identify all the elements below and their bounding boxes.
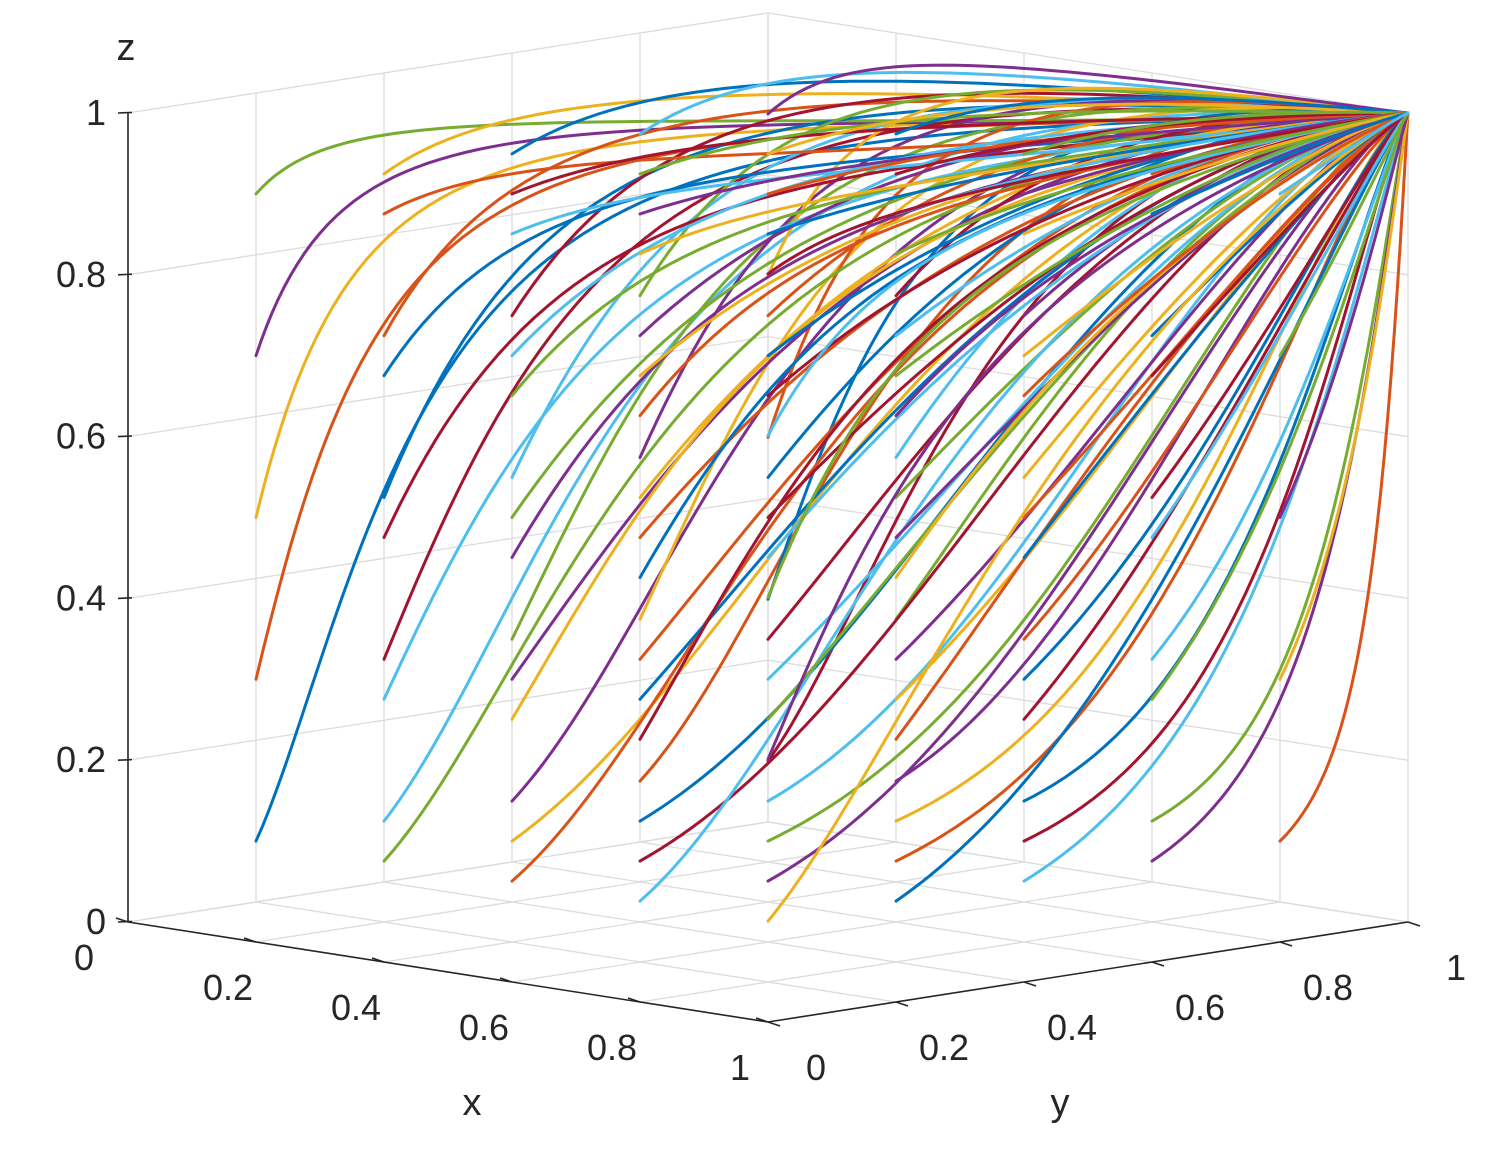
floor-grid-line <box>383 861 1025 963</box>
x-axis-label: x <box>463 1082 482 1124</box>
floor-grid-line <box>511 881 1153 983</box>
y-tick-mark <box>895 1001 909 1007</box>
z-tick-mark <box>117 111 133 114</box>
axes-layer <box>115 111 1421 1027</box>
y-tick-label: 1 <box>1446 947 1466 988</box>
floor-grid-line <box>639 841 1281 943</box>
z-tick-label: 0 <box>86 901 106 942</box>
x-tick-label: 0.2 <box>203 967 253 1008</box>
y-axis-label: y <box>1051 1082 1070 1124</box>
floor-grid-line <box>639 901 1281 1003</box>
z-tick-mark <box>117 435 133 438</box>
z-tick-mark <box>117 273 133 276</box>
floor-grid-line <box>255 901 897 1003</box>
x-tick-label: 1 <box>730 1047 750 1088</box>
trajectories-layer <box>254 63 1410 923</box>
z-tick-label: 1 <box>86 92 106 133</box>
x-tick-label: 0.6 <box>459 1007 509 1048</box>
x-tick-label: 0.4 <box>331 987 381 1028</box>
wall-grid-line <box>767 659 1409 761</box>
trajectory-line <box>1278 111 1410 196</box>
y-tick-label: 0.8 <box>1303 967 1353 1008</box>
y-tick-label: 0 <box>806 1047 826 1088</box>
z-tick-label: 0.2 <box>56 739 106 780</box>
y-tick-mark <box>1407 921 1421 927</box>
z-tick-mark <box>117 758 133 761</box>
x-tick-mark <box>371 957 385 963</box>
wall-grid-line <box>127 335 769 438</box>
wall-grid-line <box>767 12 1409 114</box>
z-tick-mark <box>117 597 133 600</box>
x-tick-mark <box>499 977 513 983</box>
floor-grid-line <box>767 821 1409 923</box>
z-tick-label: 0.8 <box>56 254 106 295</box>
wall-grid-line <box>127 12 769 114</box>
y-tick-mark <box>1279 941 1293 947</box>
x-tick-label: 0.8 <box>587 1027 637 1068</box>
x-tick-label: 0 <box>74 937 94 978</box>
z-tick-label: 0.4 <box>56 577 106 618</box>
y-axis-line <box>767 921 1409 1023</box>
x-axis-line <box>127 921 769 1023</box>
x-tick-mark <box>627 997 641 1003</box>
y-tick-label: 0.6 <box>1175 987 1225 1028</box>
wall-grid-line <box>767 497 1409 600</box>
floor-grid-line <box>255 841 897 943</box>
z-tick-label: 0.6 <box>56 416 106 457</box>
floor-grid-line <box>383 881 1025 983</box>
y-tick-label: 0.2 <box>919 1027 969 1068</box>
y-tick-mark <box>1023 981 1037 987</box>
y-tick-mark <box>767 1021 781 1027</box>
y-tick-label: 0.4 <box>1047 1007 1097 1048</box>
x-tick-mark <box>243 937 257 943</box>
floor-grid-line <box>511 861 1153 963</box>
x-tick-mark <box>755 1017 769 1023</box>
wall-grid-line <box>127 821 769 923</box>
y-tick-mark <box>1151 961 1165 967</box>
z-axis-label: z <box>117 27 136 69</box>
tick-labels-layer: 0 0.2 0.4 0.6 0.8 1 0 0.2 0.4 0.6 0.8 1 0 0.2 0.4 0.6 0.… <box>56 92 1466 1088</box>
x-tick-mark <box>115 917 129 923</box>
